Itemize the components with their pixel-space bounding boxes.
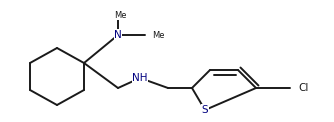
Text: S: S — [202, 105, 208, 115]
Text: Me: Me — [152, 30, 165, 40]
Text: N: N — [114, 30, 122, 40]
Text: Me: Me — [114, 10, 126, 20]
Text: NH: NH — [132, 73, 148, 83]
Text: Cl: Cl — [298, 83, 308, 93]
